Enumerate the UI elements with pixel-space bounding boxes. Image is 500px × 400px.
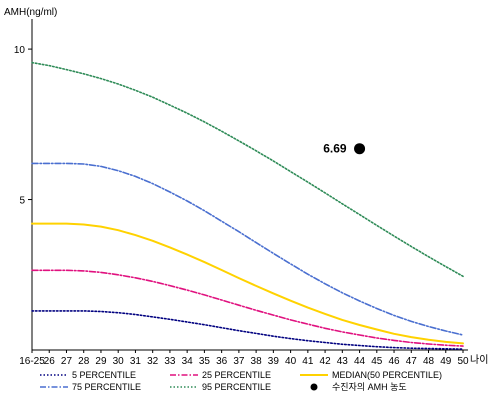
legend-label-1: 5 PERCENTILE	[72, 370, 136, 380]
legend-marker-dot	[310, 383, 318, 391]
x-tick-label: 34	[182, 356, 194, 367]
legend-label-5: 95 PERCENTILE	[202, 382, 271, 392]
x-tick-label: 35	[199, 356, 211, 367]
x-tick-label: 50	[457, 356, 469, 367]
x-tick-label: 36	[216, 356, 228, 367]
legend-label-3: MEDIAN(50 PERCENTILE)	[332, 370, 442, 380]
x-tick-label: 44	[354, 356, 366, 367]
x-tick-label: 46	[388, 356, 400, 367]
legend-marker-label: 수진자의 AMH 농도	[332, 382, 407, 392]
x-tick-label: 40	[285, 356, 297, 367]
series-line-1	[31, 310, 464, 350]
x-tick-label: 47	[406, 356, 418, 367]
x-tick-label: 49	[440, 356, 452, 367]
patient-amh-value-label: 6.69	[323, 142, 347, 156]
y-axis-title: AMH(ng/ml)	[4, 7, 57, 18]
y-tick-label: 10	[14, 45, 26, 56]
x-tick-label: 42	[320, 356, 332, 367]
x-tick-label: 33	[164, 356, 176, 367]
x-tick-label: 37	[233, 356, 245, 367]
series-line-3	[31, 222, 464, 345]
x-tick-label: 26	[44, 356, 56, 367]
x-tick-label: 48	[423, 356, 435, 367]
x-tick-label: 45	[371, 356, 383, 367]
x-tick-label: 31	[130, 356, 142, 367]
series-line-2	[31, 269, 464, 347]
y-tick-label: 5	[19, 196, 25, 207]
series-layer	[31, 61, 464, 350]
x-tick-label: 16-25	[19, 356, 45, 367]
x-tick-label: 38	[251, 356, 263, 367]
patient-amh-point	[354, 143, 366, 155]
x-tick-label: 32	[147, 356, 159, 367]
x-tick-label: 30	[113, 356, 125, 367]
legend: 5 PERCENTILE 25 PERCENTILE MEDIAN(50 PERCE…	[40, 370, 442, 392]
x-tick-label: 27	[61, 356, 73, 367]
series-line-4	[31, 162, 464, 336]
series-line-5	[31, 61, 464, 278]
legend-label-4: 75 PERCENTILE	[72, 382, 141, 392]
x-tick-label: 43	[337, 356, 349, 367]
marker-layer: 6.69	[323, 142, 366, 156]
x-tick-label: 28	[78, 356, 90, 367]
x-tick-label: 29	[95, 356, 107, 367]
legend-label-2: 25 PERCENTILE	[202, 370, 271, 380]
x-axis-title: 나이	[470, 354, 488, 366]
x-tick-label: 41	[302, 356, 314, 367]
x-tick-label: 39	[268, 356, 280, 367]
